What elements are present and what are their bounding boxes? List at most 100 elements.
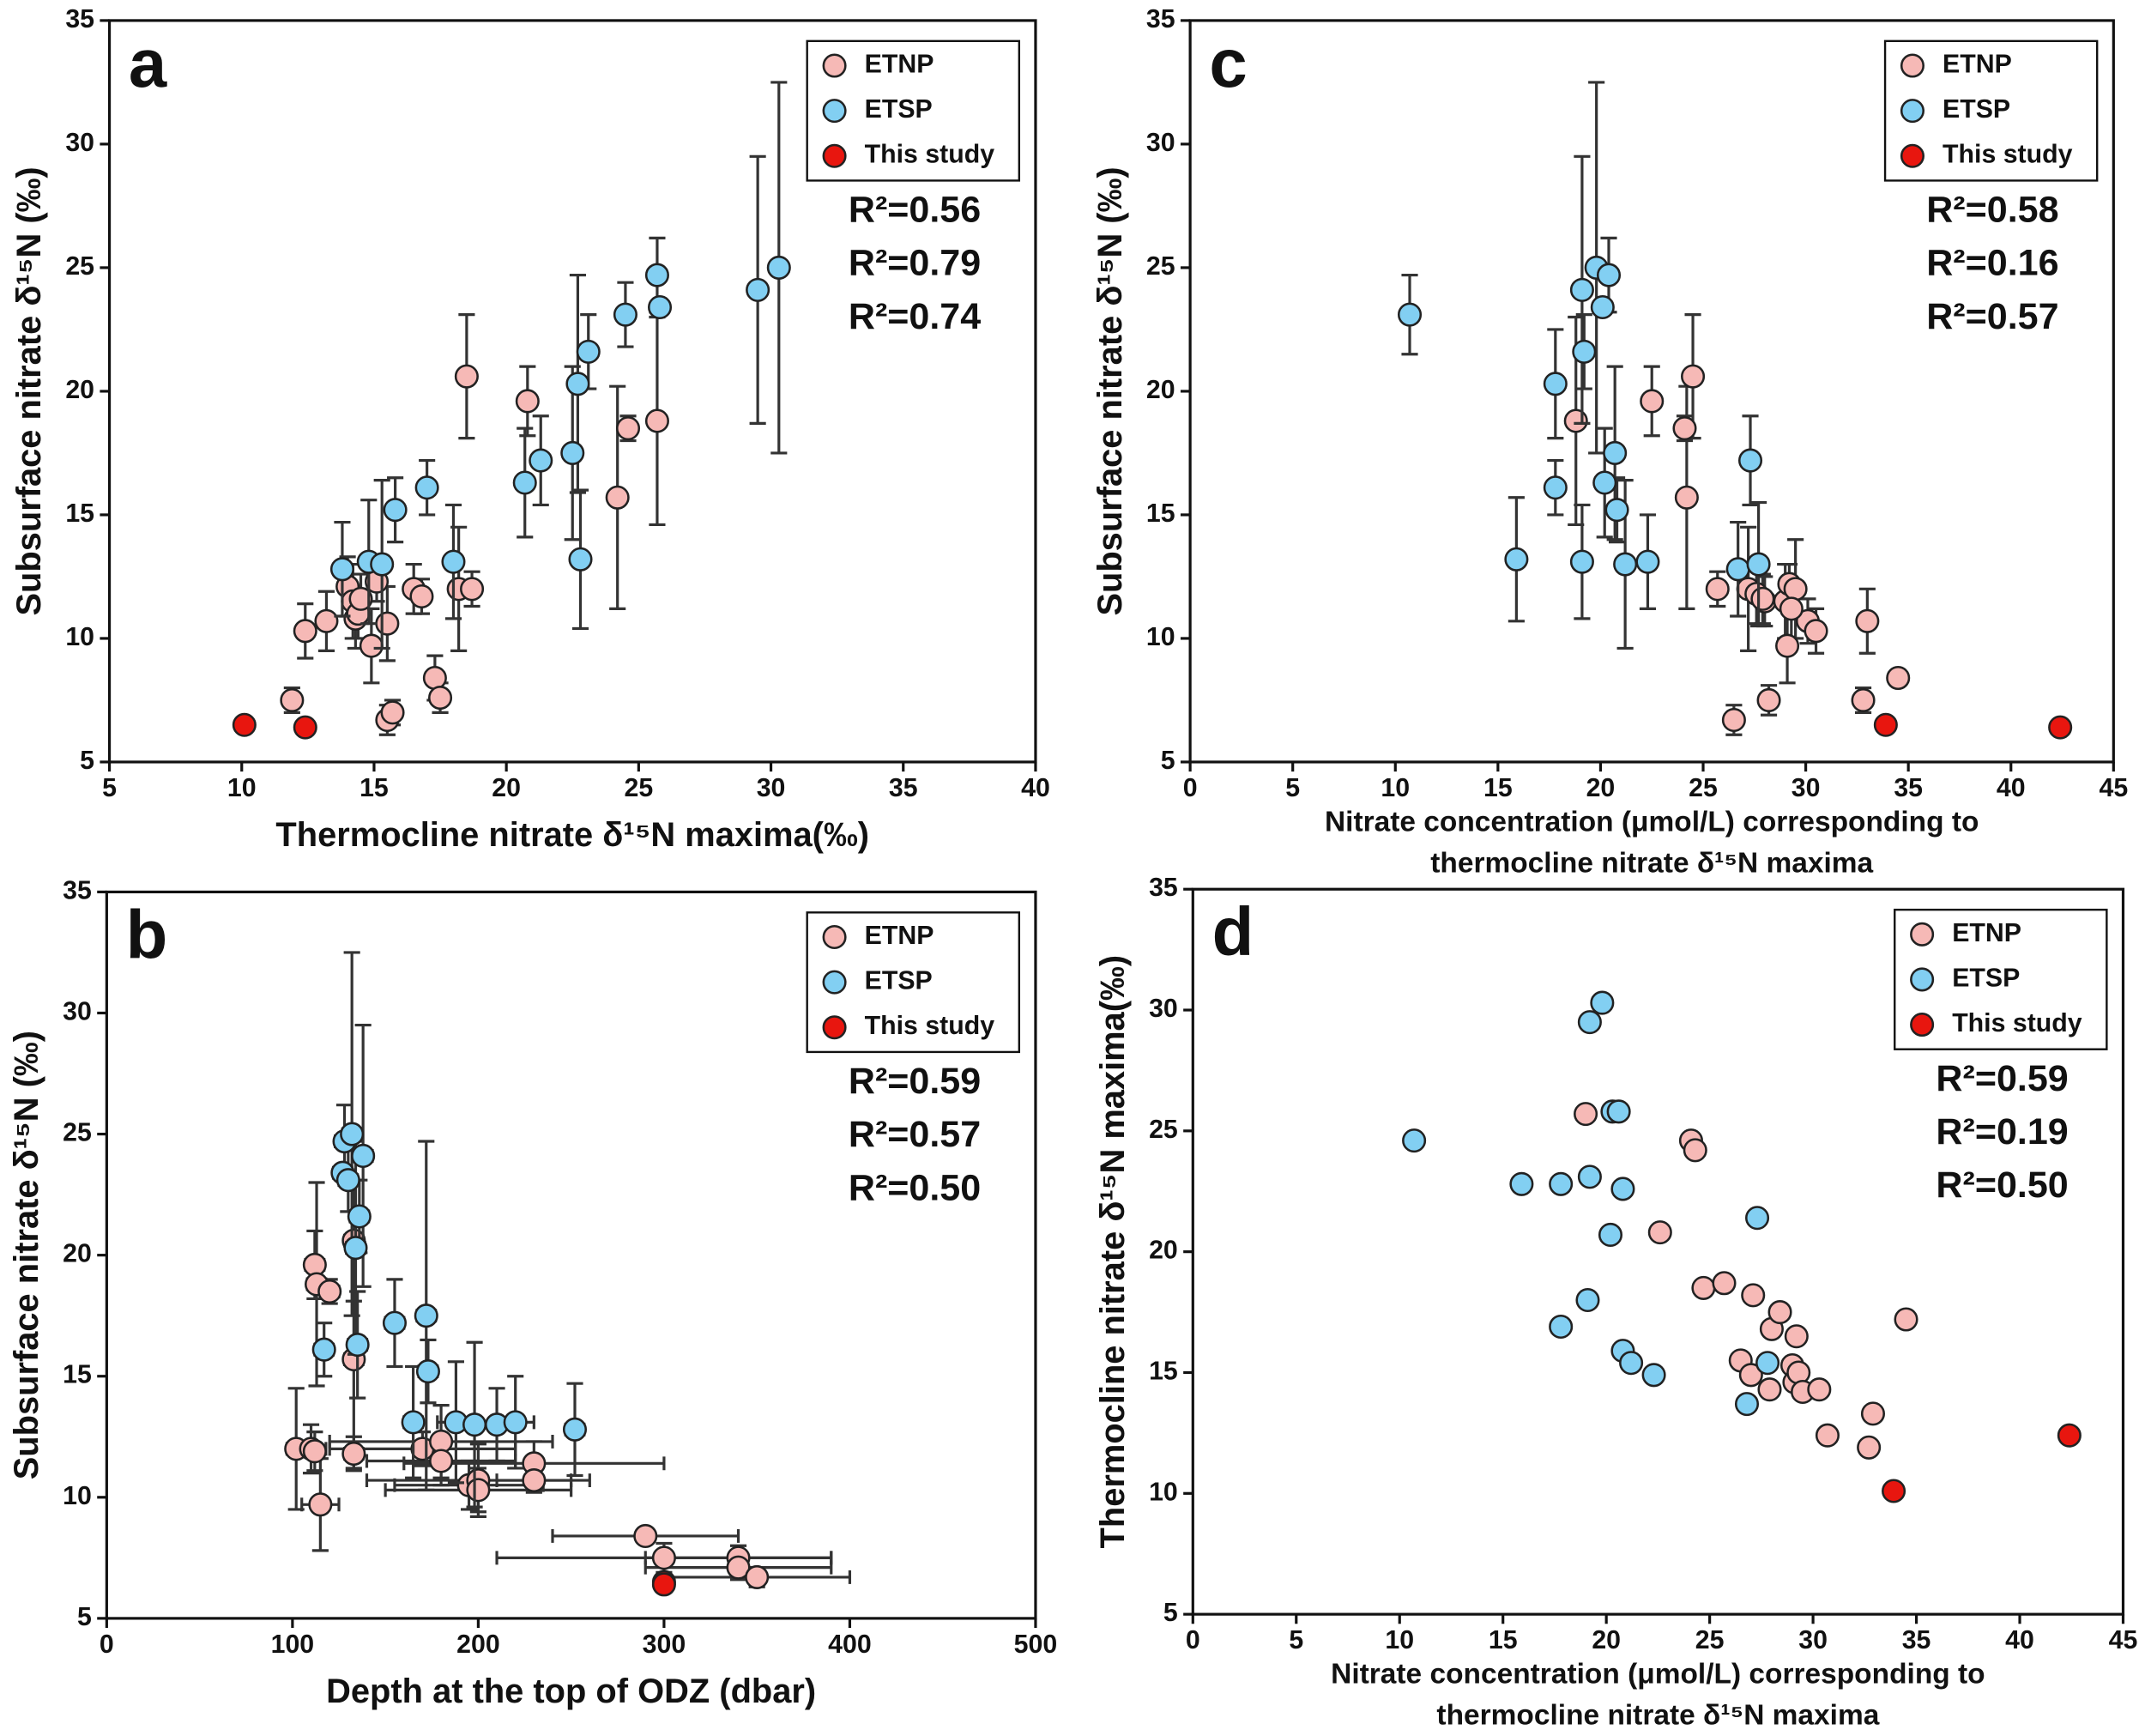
point bbox=[1596, 263, 1622, 287]
legend-marker bbox=[822, 143, 847, 168]
r-squared: R²=0.79 bbox=[849, 243, 981, 284]
point bbox=[1734, 1392, 1760, 1417]
point bbox=[329, 557, 354, 582]
point bbox=[1606, 1099, 1631, 1124]
y-tick-label: 5 bbox=[1163, 1599, 1178, 1627]
point bbox=[1577, 1164, 1602, 1189]
legend-marker bbox=[1910, 967, 1935, 992]
x-tick-label: 30 bbox=[1798, 1626, 1828, 1654]
point bbox=[1577, 1010, 1602, 1035]
point bbox=[1549, 1171, 1574, 1196]
x-tick-label: 25 bbox=[1689, 774, 1718, 802]
point bbox=[314, 608, 339, 633]
x-tick-label: 45 bbox=[2099, 774, 2128, 802]
x-tick-label: 15 bbox=[1489, 1626, 1518, 1654]
legend-marker bbox=[1910, 922, 1935, 947]
y-axis-label: Thermocline nitrate δ¹⁵N maxima(‰) bbox=[1094, 955, 1132, 1549]
y-tick-label: 5 bbox=[80, 747, 94, 775]
y-tick-label: 25 bbox=[1149, 1116, 1178, 1144]
x-tick-label: 45 bbox=[2109, 1626, 2138, 1654]
point bbox=[1757, 1377, 1782, 1402]
point bbox=[293, 619, 317, 644]
y-tick-label: 20 bbox=[1149, 1237, 1178, 1265]
point bbox=[1894, 1307, 1918, 1332]
point bbox=[615, 416, 641, 441]
point bbox=[651, 1545, 676, 1570]
point bbox=[522, 1468, 547, 1493]
point bbox=[1882, 1479, 1906, 1503]
legend-marker bbox=[822, 53, 847, 78]
point bbox=[1647, 1220, 1672, 1245]
r-squared: R²=0.19 bbox=[1936, 1111, 2068, 1152]
point bbox=[1756, 687, 1781, 712]
point bbox=[347, 1204, 372, 1229]
point bbox=[466, 1478, 491, 1503]
y-tick-label: 20 bbox=[63, 1240, 92, 1268]
point bbox=[317, 1279, 342, 1304]
point bbox=[348, 586, 373, 611]
x-tick-label: 10 bbox=[227, 774, 257, 802]
point bbox=[766, 255, 791, 280]
point bbox=[613, 302, 637, 327]
r-squared: R²=0.56 bbox=[849, 189, 981, 230]
point bbox=[651, 1572, 676, 1597]
legend-marker bbox=[1900, 143, 1924, 168]
x-tick-label: 0 bbox=[1186, 1626, 1200, 1654]
r-squared: R²=0.57 bbox=[1926, 296, 2058, 337]
point bbox=[745, 1564, 770, 1589]
x-tick-label: 500 bbox=[1014, 1630, 1058, 1659]
y-tick-label: 15 bbox=[1149, 1357, 1178, 1385]
point bbox=[2057, 1423, 2082, 1448]
x-tick-label: 40 bbox=[1997, 774, 2026, 802]
y-tick-label: 15 bbox=[65, 499, 94, 528]
y-tick-label: 30 bbox=[1146, 129, 1175, 157]
panel-label: a bbox=[129, 25, 167, 101]
legend-label: ETSP bbox=[1952, 964, 2020, 992]
point bbox=[1691, 1275, 1716, 1300]
legend-label: This study bbox=[1952, 1009, 2082, 1037]
point bbox=[644, 408, 669, 433]
r-squared: R²=0.57 bbox=[849, 1114, 981, 1155]
point bbox=[576, 339, 601, 364]
legend-label: ETSP bbox=[1943, 95, 2010, 124]
legend-label: This study bbox=[865, 141, 995, 169]
point bbox=[1767, 1300, 1792, 1325]
point bbox=[503, 1410, 528, 1435]
y-tick-label: 20 bbox=[1146, 376, 1175, 404]
x-tick-label: 35 bbox=[1894, 774, 1923, 802]
point bbox=[293, 715, 317, 740]
x-tick-label: 35 bbox=[1902, 1626, 1931, 1654]
r-squared: R²=0.74 bbox=[849, 296, 981, 337]
point bbox=[1603, 440, 1628, 465]
point bbox=[1712, 1271, 1737, 1296]
point bbox=[359, 633, 384, 658]
legend-marker bbox=[1900, 99, 1924, 124]
point bbox=[462, 1412, 487, 1437]
panel-label: d bbox=[1212, 893, 1254, 970]
point bbox=[1783, 577, 1808, 602]
y-tick-label: 25 bbox=[63, 1119, 92, 1147]
x-tick-label: 25 bbox=[625, 774, 654, 802]
point bbox=[1745, 1206, 1770, 1231]
point bbox=[345, 1333, 370, 1358]
point bbox=[1575, 1287, 1600, 1313]
point bbox=[1604, 498, 1629, 523]
x-tick-label: 200 bbox=[456, 1630, 500, 1659]
point bbox=[401, 1410, 426, 1435]
point bbox=[726, 1555, 751, 1580]
legend-label: ETNP bbox=[865, 51, 934, 79]
y-tick-label: 35 bbox=[63, 876, 92, 904]
x-tick-label: 0 bbox=[1183, 774, 1198, 802]
x-tick-label: 20 bbox=[1592, 1626, 1621, 1654]
point bbox=[1681, 364, 1706, 389]
y-tick-label: 20 bbox=[65, 376, 94, 404]
point bbox=[529, 448, 553, 473]
legend-label: ETNP bbox=[1943, 51, 2012, 79]
legend-marker bbox=[822, 1015, 847, 1040]
legend-label: ETSP bbox=[865, 95, 933, 124]
r-squared: R²=0.16 bbox=[1926, 243, 2058, 284]
r-squared: R²=0.58 bbox=[1926, 189, 2058, 230]
point bbox=[1598, 1222, 1623, 1247]
y-tick-label: 5 bbox=[1161, 747, 1175, 775]
legend-label: ETNP bbox=[865, 922, 934, 950]
